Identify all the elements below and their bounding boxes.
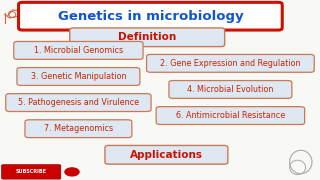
FancyBboxPatch shape [147,54,314,72]
Text: Applications: Applications [130,150,203,160]
FancyBboxPatch shape [6,94,151,111]
FancyBboxPatch shape [169,81,292,98]
Text: 7. Metagenomics: 7. Metagenomics [44,124,113,133]
Text: 2. Gene Expression and Regulation: 2. Gene Expression and Regulation [160,59,301,68]
Text: SUBSCRIBE: SUBSCRIBE [16,169,47,174]
FancyBboxPatch shape [156,107,305,125]
Text: 6. Antimicrobial Resistance: 6. Antimicrobial Resistance [176,111,285,120]
Circle shape [65,168,79,176]
Text: 5. Pathogenesis and Virulence: 5. Pathogenesis and Virulence [18,98,139,107]
Text: Genetics in microbiology: Genetics in microbiology [58,10,243,23]
FancyBboxPatch shape [2,165,61,179]
FancyBboxPatch shape [105,145,228,164]
FancyBboxPatch shape [17,68,140,86]
Text: 3. Genetic Manipulation: 3. Genetic Manipulation [31,72,126,81]
Text: 1. Microbial Genomics: 1. Microbial Genomics [34,46,123,55]
FancyBboxPatch shape [19,2,282,30]
FancyBboxPatch shape [25,120,132,138]
FancyBboxPatch shape [70,28,225,47]
Text: 4. Microbial Evolution: 4. Microbial Evolution [187,85,274,94]
FancyBboxPatch shape [14,42,143,59]
Text: Definition: Definition [118,32,176,42]
